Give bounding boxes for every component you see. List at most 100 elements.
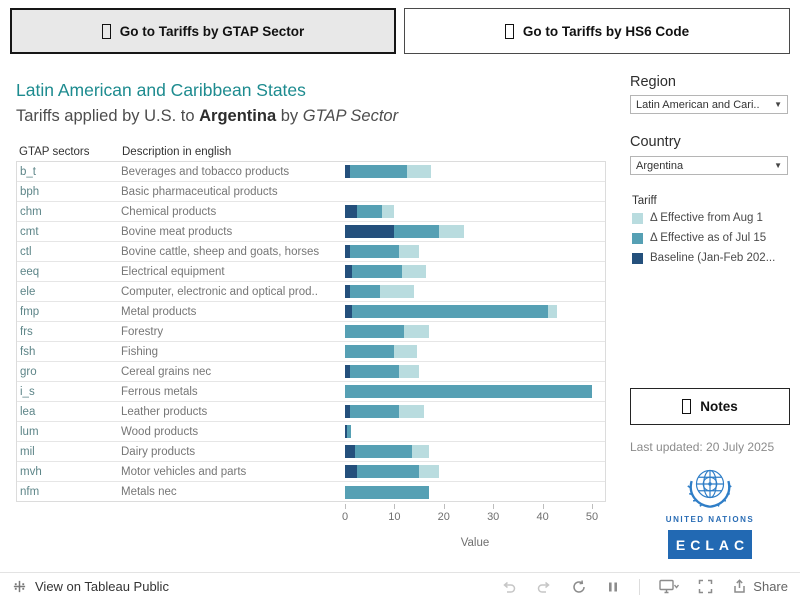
bar-segment-jul15[interactable]	[349, 245, 400, 258]
device-layout-icon[interactable]	[659, 579, 680, 594]
axis-tick-mark	[443, 504, 445, 509]
bar-segment-aug1[interactable]	[411, 445, 429, 458]
notes-button-label: Notes	[700, 399, 738, 414]
bar-stack	[345, 365, 605, 378]
bar-segment-aug1[interactable]	[382, 205, 395, 218]
sector-code: mvh	[20, 465, 42, 478]
pause-icon[interactable]	[606, 580, 620, 594]
bar-stack	[345, 205, 605, 218]
table-row: b_t Beverages and tobacco products	[17, 162, 605, 182]
legend-swatch	[632, 232, 643, 244]
bar-segment-aug1[interactable]	[399, 365, 420, 378]
table-header: GTAP sectors Description in english	[16, 146, 606, 160]
bar-segment-jul15[interactable]	[357, 465, 420, 478]
legend-item[interactable]: Δ Effective from Aug 1	[632, 212, 775, 224]
chevron-down-icon: ▼	[774, 100, 782, 109]
page-title: Latin American and Caribbean States	[16, 80, 306, 100]
table-row: ele Computer, electronic and optical prod…	[17, 282, 605, 302]
bar-segment-baseline[interactable]	[345, 445, 355, 458]
fullscreen-icon[interactable]	[698, 579, 713, 594]
sector-description: Metals nec	[121, 486, 177, 498]
bar-segment-aug1[interactable]	[406, 165, 432, 178]
bar-segment-aug1[interactable]	[401, 265, 427, 278]
tariff-legend-items: Δ Effective from Aug 1 Δ Effective as of …	[632, 212, 775, 264]
table-row: nfm Metals nec	[17, 482, 605, 502]
axis-tick-label: 40	[536, 511, 549, 523]
subtitle-gtap-sector: GTAP Sector	[302, 107, 399, 125]
bar-segment-aug1[interactable]	[399, 245, 420, 258]
bar-segment-jul15[interactable]	[352, 305, 548, 318]
legend-item[interactable]: Δ Effective as of Jul 15	[632, 232, 775, 244]
sector-description: Electrical equipment	[121, 265, 225, 278]
bar-segment-jul15[interactable]	[354, 445, 412, 458]
tariff-legend-title: Tariff	[632, 195, 657, 207]
x-axis: 0 10 20 30 40 50	[341, 504, 606, 530]
sector-description: Leather products	[121, 405, 208, 418]
tableau-footer-bar: View on Tableau Public	[0, 572, 800, 600]
axis-tick-label: 0	[341, 511, 349, 523]
bar-segment-baseline[interactable]	[345, 365, 350, 378]
reset-icon[interactable]	[571, 579, 587, 595]
bar-segment-baseline[interactable]	[345, 305, 353, 318]
bar-segment-jul15[interactable]	[349, 365, 400, 378]
axis-tick-mark	[345, 504, 346, 509]
sector-code: i_s	[20, 385, 35, 398]
country-dropdown[interactable]: Argentina ▼	[630, 156, 788, 175]
sector-description: Forestry	[121, 325, 164, 338]
last-updated-text: Last updated: 20 July 2025	[630, 440, 775, 454]
view-on-tableau-public-link[interactable]: View on Tableau Public	[12, 579, 169, 594]
bar-segment-jul15[interactable]	[394, 225, 439, 238]
bar-segment-jul15[interactable]	[345, 385, 592, 398]
region-dropdown[interactable]: Latin American and Cari.. ▼	[630, 95, 788, 114]
sector-code: mil	[20, 445, 35, 458]
undo-icon[interactable]	[501, 579, 517, 595]
bar-segment-baseline[interactable]	[345, 245, 350, 258]
share-button[interactable]: Share	[732, 579, 788, 594]
bar-segment-jul15[interactable]	[345, 485, 429, 499]
bar-segment-jul15[interactable]	[349, 405, 400, 418]
go-to-gtap-sector-button[interactable]: Go to Tariffs by GTAP Sector	[10, 8, 396, 54]
sector-description: Metal products	[121, 305, 197, 318]
bar-stack	[345, 245, 605, 258]
bar-segment-baseline[interactable]	[345, 205, 358, 218]
sector-code: gro	[20, 365, 37, 378]
redo-icon[interactable]	[536, 579, 552, 595]
table-row: gro Cereal grains nec	[17, 362, 605, 382]
x-axis-title: Value	[460, 537, 490, 549]
bar-stack	[345, 425, 605, 438]
eclac-logo: ECLAC	[668, 530, 752, 559]
sector-code: nfm	[20, 486, 40, 498]
bar-segment-jul15[interactable]	[345, 325, 405, 338]
bar-segment-aug1[interactable]	[438, 225, 464, 238]
bar-segment-jul15[interactable]	[346, 425, 351, 438]
bar-segment-aug1[interactable]	[394, 345, 417, 358]
bar-segment-jul15[interactable]	[357, 205, 383, 218]
table-row: ctl Bovine cattle, sheep and goats, horse…	[17, 242, 605, 262]
legend-swatch	[632, 212, 643, 224]
table-row: bph Basic pharmaceutical products	[17, 182, 605, 202]
bar-segment-aug1[interactable]	[419, 465, 439, 478]
bar-segment-baseline[interactable]	[345, 285, 350, 298]
bar-segment-baseline[interactable]	[345, 265, 353, 278]
bar-segment-aug1[interactable]	[379, 285, 415, 298]
bar-segment-aug1[interactable]	[404, 325, 429, 338]
legend-item[interactable]: Baseline (Jan-Feb 202...	[632, 252, 775, 264]
bar-segment-aug1[interactable]	[547, 305, 558, 318]
bar-segment-jul15[interactable]	[349, 285, 380, 298]
sector-description: Motor vehicles and parts	[121, 465, 247, 478]
bar-segment-aug1[interactable]	[399, 405, 425, 418]
go-to-hs6-code-button[interactable]: Go to Tariffs by HS6 Code	[404, 8, 790, 54]
bar-segment-baseline[interactable]	[345, 425, 347, 438]
bar-segment-baseline[interactable]	[345, 405, 350, 418]
notes-button[interactable]: Notes	[630, 388, 790, 425]
bar-segment-jul15[interactable]	[345, 345, 395, 358]
bar-segment-baseline[interactable]	[345, 165, 350, 178]
bar-segment-jul15[interactable]	[349, 165, 407, 178]
tableau-logo-icon	[12, 579, 27, 594]
bar-segment-jul15[interactable]	[352, 265, 402, 278]
bar-segment-baseline[interactable]	[345, 225, 395, 238]
bar-segment-baseline[interactable]	[345, 465, 358, 478]
table-row: mvh Motor vehicles and parts	[17, 462, 605, 482]
axis-tick-mark	[394, 504, 396, 509]
toolbar-icons: Share	[501, 578, 788, 595]
